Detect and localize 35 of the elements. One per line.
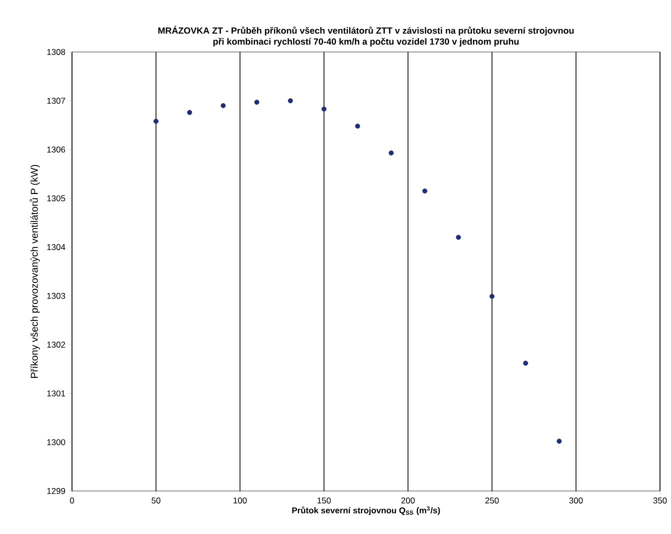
point	[355, 124, 360, 129]
point	[556, 438, 562, 444]
y-tick-label: 1302	[47, 342, 66, 348]
point	[456, 234, 461, 240]
point	[254, 100, 260, 105]
y-tick-label: 1303	[47, 292, 66, 299]
point	[490, 294, 495, 299]
point	[422, 188, 428, 194]
y-tick-label: 1299	[47, 488, 66, 494]
point	[220, 103, 226, 108]
y-tick-label: 1304	[47, 244, 66, 250]
x-axis-title: Průtok severní strojovnou Q$_{SS}$ (m$^{3}$/s)	[292, 506, 440, 516]
x-tick-label: 100	[234, 498, 247, 504]
y-tick-label: 1300	[47, 439, 66, 446]
x-tick-label: 150	[318, 498, 331, 504]
y-tick-label: 1307	[47, 98, 66, 104]
x-tick-label: 0	[70, 498, 74, 504]
point	[187, 110, 192, 115]
point	[388, 150, 394, 156]
chart-subtitle: při kombinaci rychlostí 70-40 km/h a počtu vozidel 1730 v jednom pruhu	[213, 38, 519, 46]
point	[288, 98, 293, 104]
y-axis-title: Příkony všech provozovaných ventilátorů P (kW)	[30, 164, 40, 378]
point	[523, 360, 528, 366]
x-tick-label: 200	[401, 498, 415, 504]
x-tick-label: 350	[653, 498, 667, 504]
point	[322, 106, 327, 112]
point	[154, 118, 159, 124]
x-tick-label: 250	[485, 498, 499, 504]
chart-title: MRÁZOVKA ZT - Průběh příkonů všech ventilátorů ZTT v závislosti na průtoku severní strojovnou	[158, 26, 574, 36]
x-tick-label: 50	[152, 498, 160, 504]
x-tick-label: 300	[569, 498, 583, 504]
y-tick-label: 1301	[47, 390, 66, 396]
y-tick-label: 1306	[47, 146, 66, 153]
y-tick-label: 1305	[47, 195, 66, 202]
y-tick-label: 1308	[47, 49, 66, 55]
